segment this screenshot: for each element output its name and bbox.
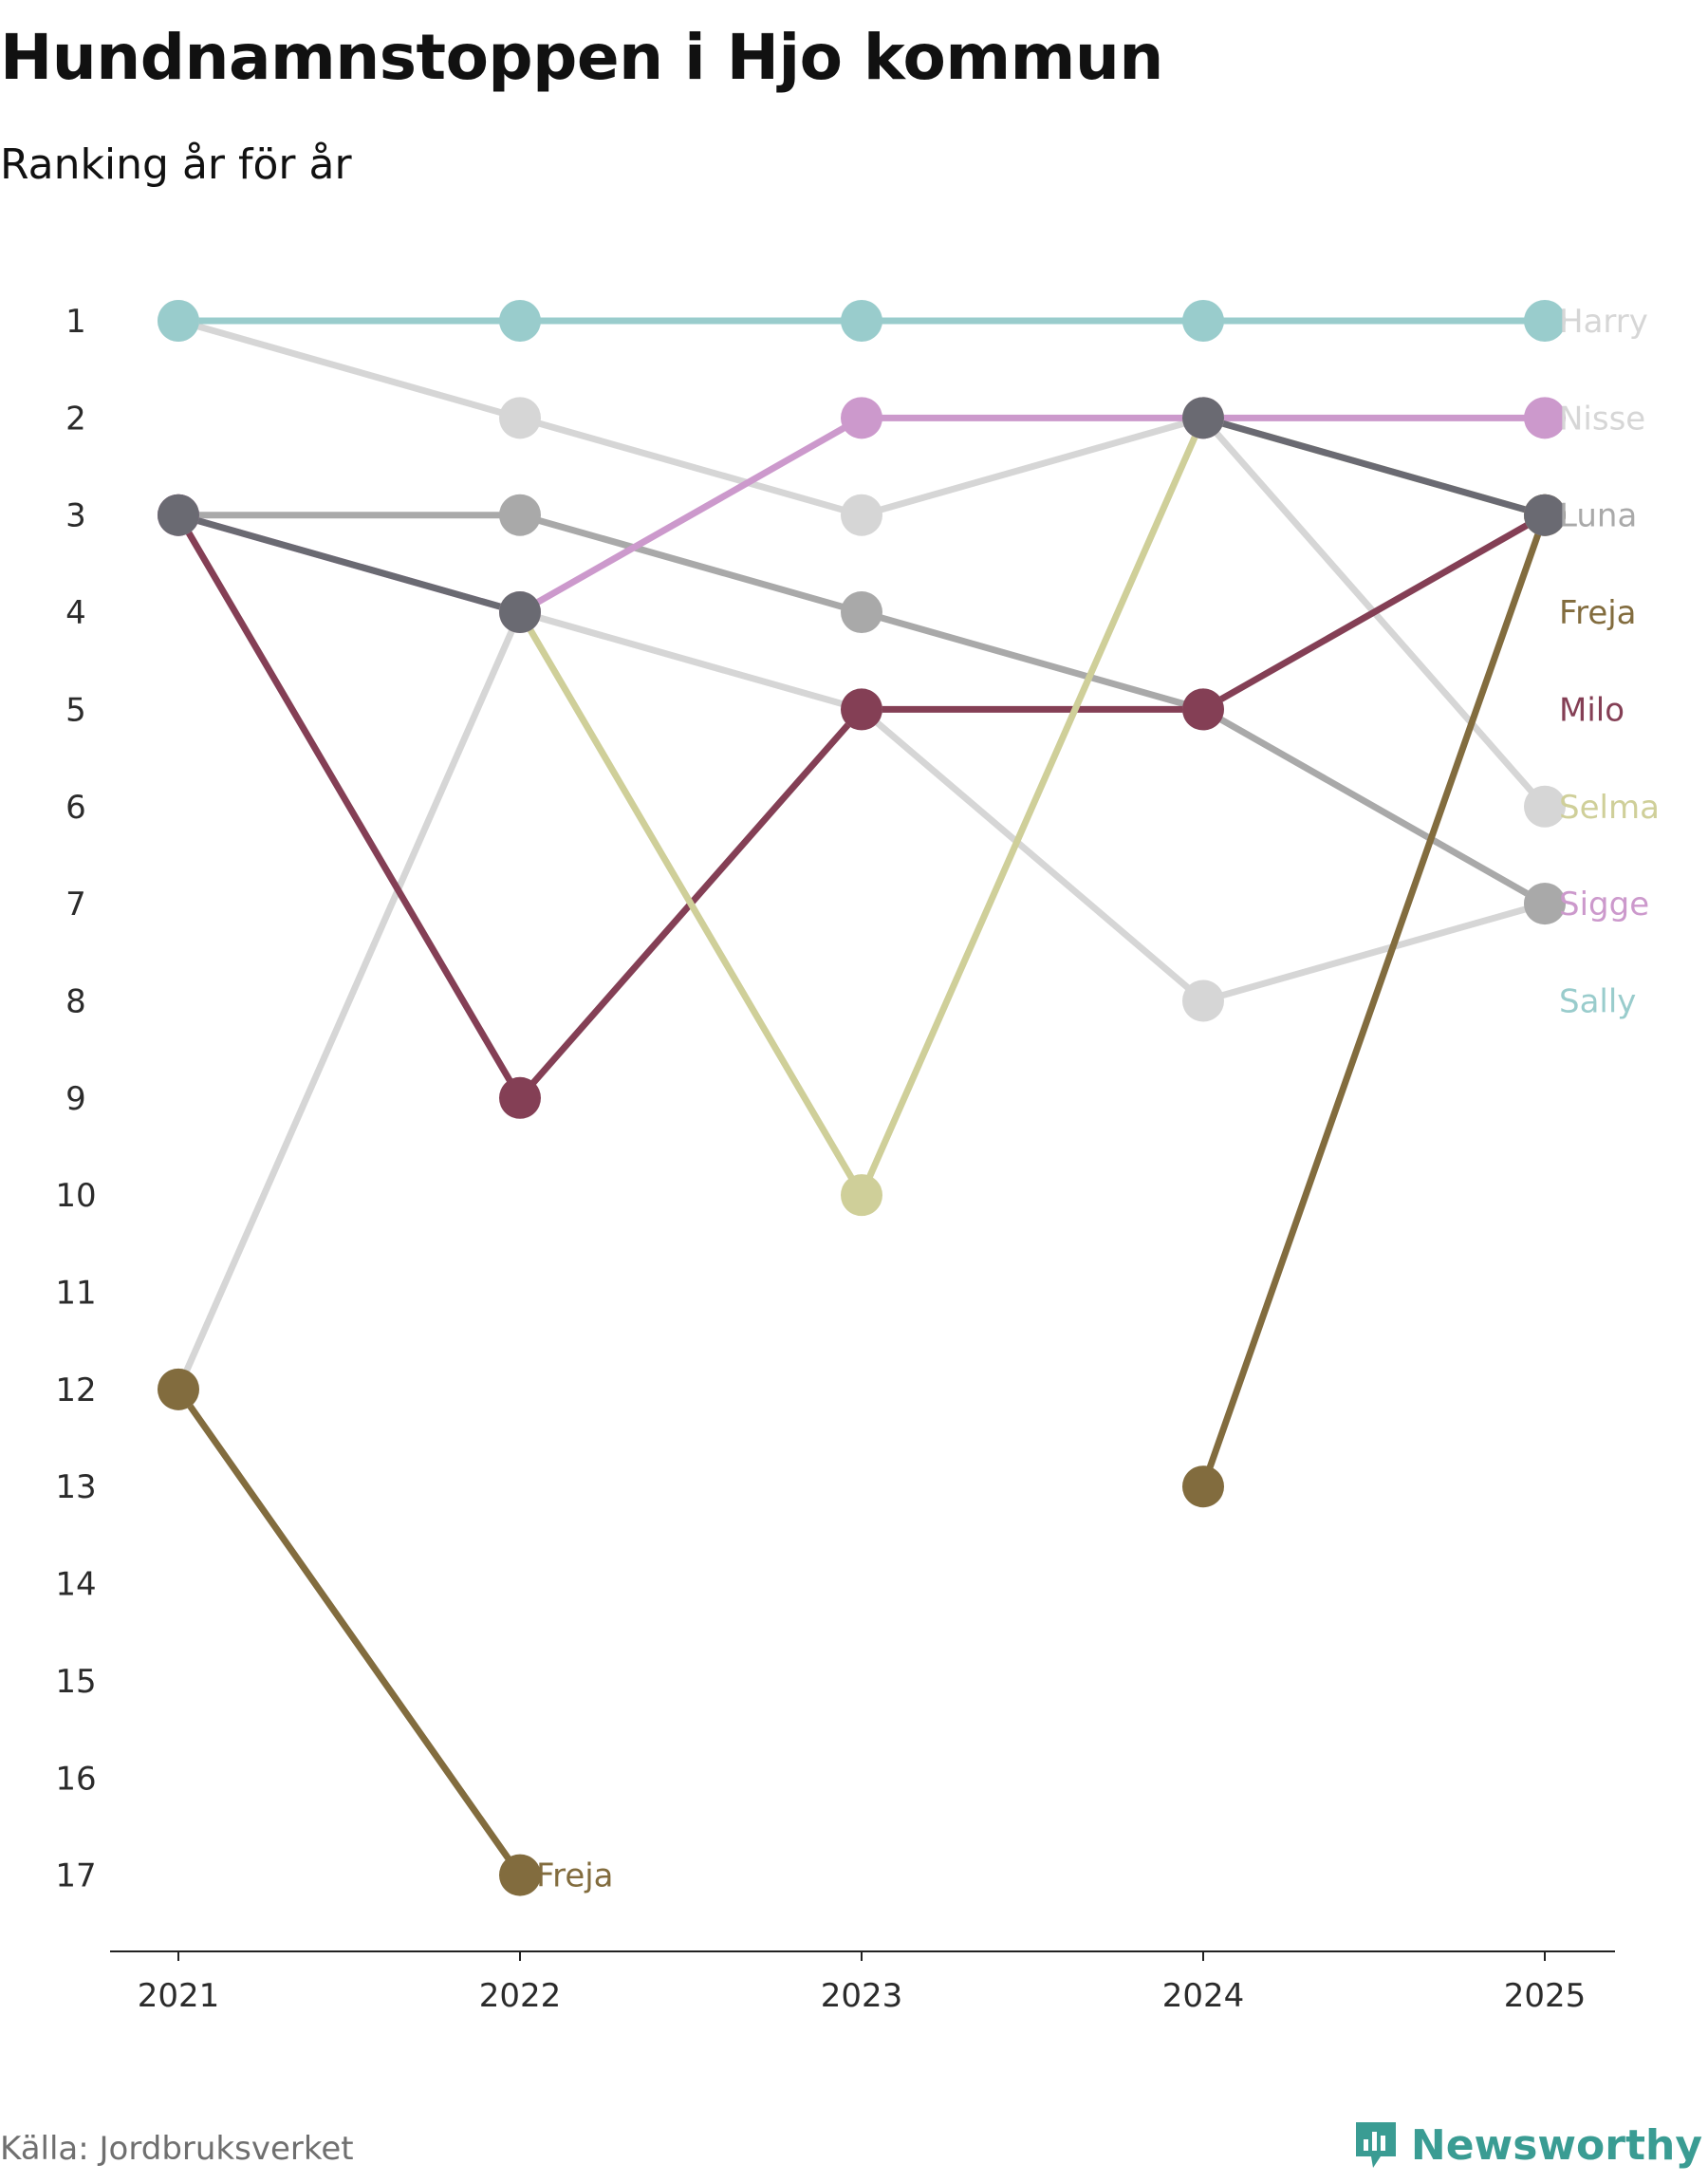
data-point-luna xyxy=(1524,883,1566,925)
series-label-nisse: Nisse xyxy=(1559,400,1645,438)
data-point-dark xyxy=(1524,494,1566,536)
brand-name: Newsworthy xyxy=(1410,2120,1702,2170)
series-label-milo: Milo xyxy=(1559,691,1624,729)
newsworthy-logo-icon xyxy=(1355,2122,1396,2168)
y-tick-label: 2 xyxy=(65,400,86,438)
data-point-harry xyxy=(1182,980,1224,1022)
x-tick-label: 2022 xyxy=(479,1977,562,2015)
series-label-luna: Luna xyxy=(1559,497,1637,535)
series-line-luna xyxy=(1199,705,1549,907)
data-point-luna xyxy=(499,494,541,536)
y-tick-label: 13 xyxy=(55,1468,96,1506)
y-tick-label: 7 xyxy=(65,886,86,924)
series-labels: Harry Nisse Luna Freja Freja Milo Selma Sigge Sa… xyxy=(536,303,1660,1895)
y-tick-label: 14 xyxy=(55,1566,96,1604)
y-tick-label: 3 xyxy=(65,497,86,535)
newsworthy-brand[interactable]: Newsworthy xyxy=(1352,2118,1702,2172)
x-tick-label: 2025 xyxy=(1504,1977,1587,2015)
series-label-sigge: Sigge xyxy=(1559,886,1649,924)
data-point-sally xyxy=(1524,300,1566,342)
data-point-freja xyxy=(158,1368,199,1410)
data-point-sally xyxy=(1182,300,1224,342)
series-line-dark xyxy=(1199,414,1549,519)
series-line-selma xyxy=(858,414,1207,1199)
y-tick-label: 8 xyxy=(65,982,86,1020)
series-line-milo xyxy=(175,512,524,1102)
series-line-nisse xyxy=(858,414,1207,519)
y-tick-label: 17 xyxy=(55,1857,96,1895)
y-tick-label: 11 xyxy=(55,1275,96,1313)
data-point-sally xyxy=(841,300,882,342)
series-line-luna xyxy=(516,512,865,616)
data-point-freja xyxy=(1182,1465,1224,1508)
series-line-nisse xyxy=(516,414,865,519)
data-point-milo xyxy=(841,688,882,731)
series-label-harry: Harry xyxy=(1559,303,1648,341)
series-lines xyxy=(175,317,1549,1879)
series-line-harry xyxy=(516,608,865,713)
data-point-dark xyxy=(1182,397,1224,439)
y-tick-label: 1 xyxy=(65,303,86,341)
series-line-nisse xyxy=(175,317,524,421)
data-point-sally xyxy=(499,300,541,342)
chart-title: Hundnamnstoppen i Hjo kommun xyxy=(0,21,1163,94)
y-tick-label: 5 xyxy=(65,691,86,729)
data-point-sally xyxy=(158,300,199,342)
y-tick-label: 10 xyxy=(55,1177,96,1215)
source-note: Källa: Jordbruksverket xyxy=(0,2130,354,2168)
data-point-freja xyxy=(499,1854,541,1896)
data-point-sigge xyxy=(1524,397,1566,439)
data-point-selma xyxy=(841,1174,882,1217)
chart-subtitle: Ranking år för år xyxy=(0,140,352,189)
x-axis: 2021 2022 2023 2024 2025 xyxy=(110,1950,1615,2015)
series-line-harry xyxy=(175,608,524,1393)
series-line-luna xyxy=(858,608,1207,713)
data-point-nisse xyxy=(841,494,882,536)
y-tick-label: 15 xyxy=(55,1663,96,1701)
series-line-sigge xyxy=(516,414,865,616)
y-tick-label: 4 xyxy=(65,594,86,632)
y-tick-label: 6 xyxy=(65,789,86,827)
series-line-freja xyxy=(175,1386,524,1879)
data-point-milo xyxy=(1182,688,1224,731)
series-points xyxy=(158,300,1566,1896)
series-line-dark xyxy=(175,512,524,616)
x-tick-label: 2021 xyxy=(138,1977,220,2015)
y-tick-label: 12 xyxy=(55,1371,96,1409)
y-tick-label: 16 xyxy=(55,1760,96,1798)
y-tick-label: 9 xyxy=(65,1080,86,1118)
series-label-selma: Selma xyxy=(1559,789,1660,827)
series-inline-label-freja: Freja xyxy=(536,1857,614,1895)
series-line-harry xyxy=(1199,900,1549,1004)
data-point-dark xyxy=(158,494,199,536)
data-point-sigge xyxy=(841,397,882,439)
series-line-milo xyxy=(1199,512,1549,713)
data-point-nisse xyxy=(1524,785,1566,828)
data-point-luna xyxy=(841,591,882,634)
series-label-freja: Freja xyxy=(1559,594,1637,632)
x-tick-label: 2023 xyxy=(821,1977,903,2015)
data-point-nisse xyxy=(499,397,541,439)
x-tick-label: 2024 xyxy=(1162,1977,1245,2015)
series-line-selma xyxy=(516,608,865,1199)
data-point-dark xyxy=(499,591,541,634)
series-line-harry xyxy=(858,705,1207,1004)
series-label-sally: Sally xyxy=(1559,982,1636,1020)
data-point-milo xyxy=(499,1076,541,1119)
series-line-freja xyxy=(1199,512,1549,1490)
